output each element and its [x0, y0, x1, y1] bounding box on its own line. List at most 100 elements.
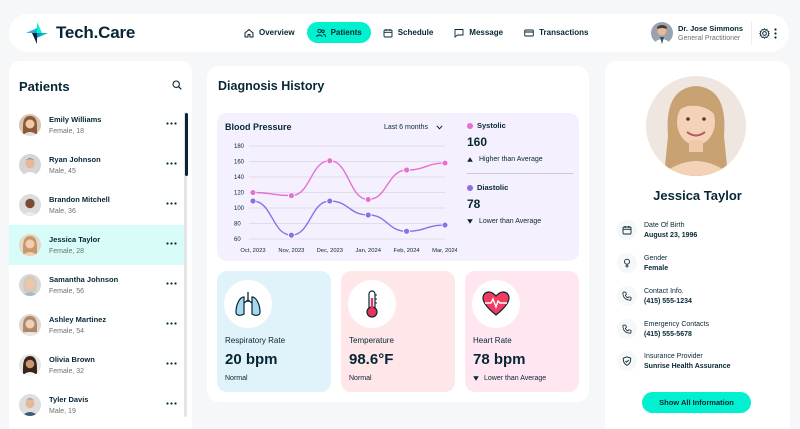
- x-tick-label: Oct, 2023: [240, 248, 265, 254]
- avatar: [19, 154, 41, 176]
- scrollbar-thumb[interactable]: [185, 113, 188, 176]
- more-horizontal-icon[interactable]: [166, 362, 177, 365]
- icon-circle: [224, 280, 272, 328]
- shield-icon: [622, 356, 632, 366]
- avatar: [19, 354, 41, 376]
- patient-name: Brandon Mitchell: [49, 195, 110, 204]
- patient-row[interactable]: Brandon Mitchell Male, 36: [9, 185, 186, 225]
- more-vertical-icon[interactable]: [774, 27, 777, 39]
- search-icon[interactable]: [172, 80, 182, 90]
- nav-overview[interactable]: Overview: [235, 22, 304, 43]
- data-point: [249, 189, 257, 196]
- patient-name: Ashley Martinez: [49, 315, 107, 324]
- y-tick-label: 60: [234, 237, 241, 243]
- temperature-card: Temperature 98.6°F Normal: [341, 271, 455, 392]
- info-date-of-birth: Date Of Birth August 23, 1996: [617, 220, 697, 240]
- vital-status: Normal: [225, 375, 248, 382]
- doctor-role: General Practitioner: [678, 35, 741, 42]
- patient-list: Emily Williams Female, 18 Ryan Johnson Mal…: [9, 105, 186, 425]
- patient-row[interactable]: Emily Williams Female, 18: [9, 105, 186, 145]
- info-contact: Contact Info. (415) 555-1234: [617, 286, 692, 306]
- show-all-information-button[interactable]: Show All Information: [642, 392, 751, 413]
- vital-status-row: Lower than Average: [473, 375, 546, 382]
- nav-message[interactable]: Message: [445, 22, 512, 43]
- y-tick-label: 140: [234, 175, 245, 181]
- info-emergency-contact: Emergency Contacts (415) 555-5678: [617, 319, 709, 339]
- y-tick-label: 160: [234, 160, 245, 166]
- vital-label: Heart Rate: [473, 336, 512, 345]
- data-point: [326, 157, 334, 165]
- patient-row[interactable]: Ryan Johnson Male, 45: [9, 145, 186, 185]
- logo-icon: [26, 22, 48, 44]
- more-horizontal-icon[interactable]: [166, 162, 177, 165]
- patient-name: Olivia Brown: [49, 355, 95, 364]
- doctor-profile[interactable]: Dr. Jose Simmons General Practitioner: [651, 21, 777, 45]
- patient-meta: Female, 18: [49, 128, 85, 135]
- patient-row[interactable]: Samantha Johnson Female, 56: [9, 265, 186, 305]
- more-horizontal-icon[interactable]: [166, 322, 177, 325]
- home-icon: [244, 28, 254, 37]
- divider: [751, 21, 753, 45]
- info-value: (415) 555-5678: [644, 330, 692, 338]
- patient-row[interactable]: Tyler Davis Male, 19: [9, 385, 186, 425]
- data-point: [403, 166, 411, 174]
- patient-meta: Male, 45: [49, 168, 76, 175]
- data-point: [441, 221, 449, 229]
- vital-label: Respiratory Rate: [225, 336, 286, 345]
- avatar: [19, 114, 41, 136]
- patient-name: Samantha Johnson: [49, 275, 119, 284]
- brand-logo[interactable]: Tech.Care: [25, 21, 135, 45]
- doctor-name: Dr. Jose Simmons: [678, 24, 744, 33]
- scrollbar-track[interactable]: [184, 112, 187, 417]
- users-icon: [315, 28, 326, 37]
- info-gender: Gender Female: [617, 253, 668, 273]
- diastolic-label: Diastolic: [477, 183, 509, 192]
- info-value: August 23, 1996: [644, 231, 698, 239]
- calendar-icon: [383, 28, 393, 37]
- vital-value: 98.6°F: [349, 351, 394, 368]
- systolic-trend-text: Higher than Average: [479, 156, 543, 163]
- blood-pressure-chart: 60 80 100 120 140 160 180 Oct, 2023 Nov, 2023 Dec…: [234, 144, 457, 254]
- nav-message-label: Message: [469, 28, 504, 37]
- nav-patients[interactable]: Patients: [306, 22, 371, 43]
- patient-row[interactable]: Ashley Martinez Female, 54: [9, 305, 186, 345]
- patient-meta: Female, 56: [49, 288, 85, 295]
- legend-dot: [467, 184, 473, 191]
- more-horizontal-icon[interactable]: [166, 402, 177, 405]
- patients-title: Patients: [19, 79, 70, 94]
- nav-transactions[interactable]: Transactions: [515, 22, 597, 43]
- credit-card-icon: [524, 29, 534, 36]
- patient-row[interactable]: Olivia Brown Female, 32: [9, 345, 186, 385]
- y-tick-label: 80: [234, 222, 241, 228]
- patient-name: Ryan Johnson: [49, 155, 101, 164]
- vital-status: Lower than Average: [484, 375, 547, 382]
- y-tick-label: 180: [234, 144, 245, 150]
- arrow-up-icon: [467, 157, 473, 162]
- heart-rate-card: Heart Rate 78 bpm Lower than Average: [465, 271, 579, 392]
- female-icon: [624, 258, 630, 268]
- gear-icon[interactable]: [759, 27, 771, 39]
- info-label: Insurance Provider: [644, 352, 703, 360]
- time-range-select[interactable]: Last 6 months: [384, 124, 443, 131]
- more-horizontal-icon[interactable]: [166, 282, 177, 285]
- vital-value: 78 bpm: [473, 351, 526, 368]
- icon-circle: [617, 286, 637, 306]
- patient-meta: Female, 54: [49, 328, 85, 335]
- systolic-value: 160: [467, 135, 488, 149]
- time-range-label: Last 6 months: [384, 124, 428, 131]
- nav-schedule-label: Schedule: [397, 28, 434, 37]
- patient-row-selected[interactable]: Jessica Taylor Female, 28: [9, 225, 186, 265]
- x-tick-label: Mar, 2024: [432, 248, 457, 254]
- nav-patients-label: Patients: [330, 28, 362, 37]
- more-horizontal-icon[interactable]: [166, 202, 177, 205]
- arrow-down-icon: [467, 219, 473, 224]
- nav-schedule[interactable]: Schedule: [374, 22, 443, 43]
- diastolic-trend-text: Lower than Average: [479, 218, 542, 225]
- data-point: [364, 211, 372, 219]
- data-point: [441, 159, 449, 167]
- series-line: [252, 160, 446, 201]
- patient-profile-panel: Jessica Taylor Date Of Birth August 23, 1…: [605, 61, 790, 429]
- profile-photo: [646, 76, 746, 176]
- more-horizontal-icon[interactable]: [166, 242, 177, 245]
- more-horizontal-icon[interactable]: [166, 122, 177, 125]
